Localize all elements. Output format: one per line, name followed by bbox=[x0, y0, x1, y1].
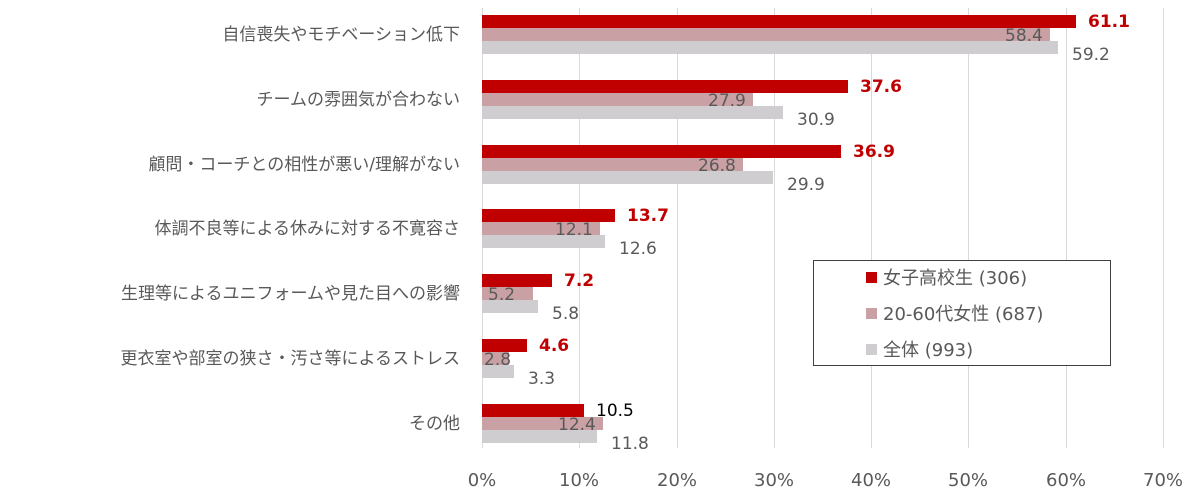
bar bbox=[482, 287, 533, 301]
data-label: 26.8 bbox=[698, 156, 736, 176]
bar bbox=[482, 28, 1051, 41]
bar bbox=[482, 79, 848, 93]
data-label: 12.4 bbox=[558, 415, 596, 435]
bar bbox=[482, 92, 754, 106]
data-label: 36.9 bbox=[853, 142, 895, 162]
bar bbox=[482, 209, 616, 223]
x-tick-label: 20% bbox=[656, 470, 698, 491]
data-label: 58.4 bbox=[1005, 26, 1043, 46]
gridline bbox=[1066, 8, 1067, 448]
category-label: 顧問・コーチとの相性が悪い/理解がない bbox=[148, 154, 460, 175]
bar bbox=[482, 352, 510, 365]
bar bbox=[482, 403, 585, 417]
data-label: 30.9 bbox=[797, 110, 835, 130]
legend-swatch-icon bbox=[866, 271, 877, 283]
legend-label: 20-60代女性 (687) bbox=[883, 304, 1044, 325]
x-tick-label: 0% bbox=[467, 470, 497, 491]
category-label: 更衣室や部室の狭さ・汚さ等によるストレス bbox=[120, 349, 461, 369]
data-label: 3.3 bbox=[528, 369, 556, 389]
x-tick-label: 60% bbox=[1045, 470, 1087, 491]
bar bbox=[482, 170, 773, 184]
legend-item-high-school-girls: 女子高校生 (306) bbox=[866, 265, 1027, 289]
bar bbox=[482, 429, 597, 443]
data-label: 27.9 bbox=[708, 91, 746, 111]
data-label: 11.8 bbox=[611, 434, 649, 454]
x-tick-label: 70% bbox=[1142, 470, 1184, 491]
legend-label: 全体 (993) bbox=[883, 340, 974, 361]
legend-item-women-20-60: 20-60代女性 (687) bbox=[866, 301, 1043, 325]
category-label: チームの雰囲気が合わない bbox=[256, 89, 461, 110]
data-label: 12.6 bbox=[619, 239, 657, 259]
bar bbox=[482, 15, 1077, 28]
legend-item-all: 全体 (993) bbox=[866, 337, 973, 361]
data-label: 59.2 bbox=[1072, 45, 1110, 65]
gridline bbox=[677, 8, 678, 448]
legend: 女子高校生 (306) 20-60代女性 (687) 全体 (993) bbox=[813, 260, 1111, 366]
legend-label: 女子高校生 (306) bbox=[883, 268, 1028, 289]
category-label: 体調不良等による休みに対する不寛容さ bbox=[154, 219, 461, 240]
data-label: 7.2 bbox=[564, 271, 595, 291]
gridline bbox=[1163, 8, 1164, 448]
bar bbox=[482, 235, 605, 249]
bar bbox=[482, 339, 527, 352]
category-label: 自信喪失やモチベーション低下 bbox=[222, 25, 460, 45]
bar bbox=[482, 416, 603, 430]
x-tick-label: 50% bbox=[947, 470, 989, 491]
data-label: 2.8 bbox=[484, 350, 512, 370]
data-label: 5.8 bbox=[552, 304, 580, 324]
bar bbox=[482, 300, 539, 314]
legend-swatch-icon bbox=[866, 307, 877, 319]
bar bbox=[482, 365, 515, 378]
data-label: 10.5 bbox=[596, 401, 634, 421]
category-label: その他 bbox=[409, 413, 460, 434]
data-label: 29.9 bbox=[787, 175, 825, 195]
gridline bbox=[774, 8, 775, 448]
data-label: 5.2 bbox=[488, 285, 516, 305]
bar bbox=[482, 274, 553, 288]
bar bbox=[482, 41, 1058, 54]
gridline bbox=[871, 8, 872, 448]
legend-swatch-icon bbox=[866, 343, 877, 355]
data-label: 61.1 bbox=[1088, 12, 1130, 32]
data-label: 4.6 bbox=[539, 336, 570, 356]
data-label: 37.6 bbox=[860, 77, 902, 97]
bar bbox=[482, 157, 743, 171]
x-tick-label: 10% bbox=[558, 470, 600, 491]
gridline bbox=[968, 8, 969, 448]
data-label: 13.7 bbox=[627, 206, 669, 226]
bar bbox=[482, 144, 841, 158]
category-label: 生理等によるユニフォームや見た目への影響 bbox=[121, 284, 460, 305]
bar bbox=[482, 222, 600, 236]
x-tick-label: 40% bbox=[850, 470, 892, 491]
data-label: 12.1 bbox=[555, 220, 593, 240]
bar bbox=[482, 105, 783, 119]
x-tick-label: 30% bbox=[753, 470, 795, 491]
